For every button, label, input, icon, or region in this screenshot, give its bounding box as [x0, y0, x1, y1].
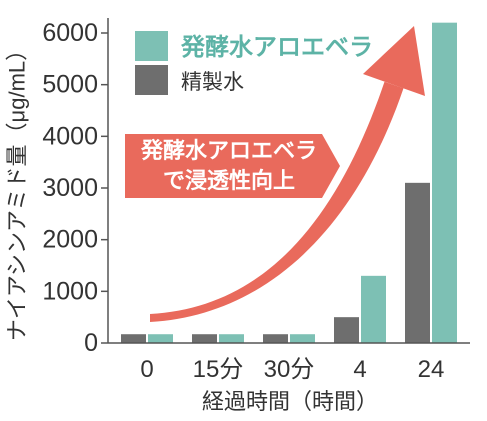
- fermented-aloe-vera-bar-1: [219, 334, 244, 343]
- y-tick-label: 0: [84, 329, 98, 357]
- y-tick-label: 1000: [42, 277, 98, 305]
- bars: [121, 22, 457, 344]
- y-axis-title: ナイアシンアミド量（μg/mL）: [5, 39, 30, 341]
- legend-swatch-fermented-aloe-vera: [135, 31, 168, 61]
- fermented-aloe-vera-bar-3: [361, 275, 386, 343]
- y-tick-label: 6000: [42, 19, 98, 47]
- x-tick-label: 15分: [193, 356, 244, 383]
- purified-water-bar-2: [263, 334, 288, 343]
- purified-water-bar-0: [121, 334, 146, 343]
- trend-arrow: [150, 26, 425, 322]
- y-tick-label: 5000: [42, 71, 98, 99]
- legend-swatch-purified-water: [135, 65, 168, 95]
- y-tick-label: 4000: [42, 122, 98, 150]
- legend-label-fermented-aloe-vera: 発酵水アロエベラ: [180, 33, 373, 61]
- purified-water-bar-3: [334, 317, 359, 343]
- purified-water-bar-4: [405, 182, 430, 343]
- callout-line-2: で浸透性向上: [163, 168, 295, 193]
- legend: 発酵水アロエベラ 精製水: [135, 31, 373, 95]
- x-tick-label: 30分: [264, 356, 315, 383]
- x-tick-label: 4: [353, 356, 366, 383]
- purified-water-bar-1: [192, 334, 217, 343]
- callout-line-1: 発酵水アロエベラ: [140, 138, 317, 163]
- fermented-aloe-vera-bar-2: [290, 334, 315, 343]
- x-axis-title: 経過時間（時間）: [202, 389, 378, 414]
- fermented-aloe-vera-bar-0: [148, 334, 173, 343]
- callout: 発酵水アロエベラ で浸透性向上: [125, 134, 340, 198]
- y-tick-label: 3000: [42, 174, 98, 202]
- axes: 0 1000 2000 3000 4000 5000 6000 0 15分 30分 4 24: [42, 18, 470, 383]
- y-tick-label: 2000: [42, 226, 98, 254]
- legend-item-fermented-aloe-vera: 発酵水アロエベラ: [135, 31, 373, 61]
- legend-item-purified-water: 精製水: [135, 65, 244, 95]
- x-tick-label: 0: [140, 356, 153, 383]
- callout-box: [125, 134, 340, 198]
- x-tick-label: 24: [418, 356, 445, 383]
- trend-arrow-shaft: [150, 81, 404, 322]
- trend-arrow-head: [363, 26, 425, 96]
- fermented-aloe-vera-bar-4: [432, 22, 457, 344]
- legend-label-purified-water: 精製水: [181, 71, 244, 94]
